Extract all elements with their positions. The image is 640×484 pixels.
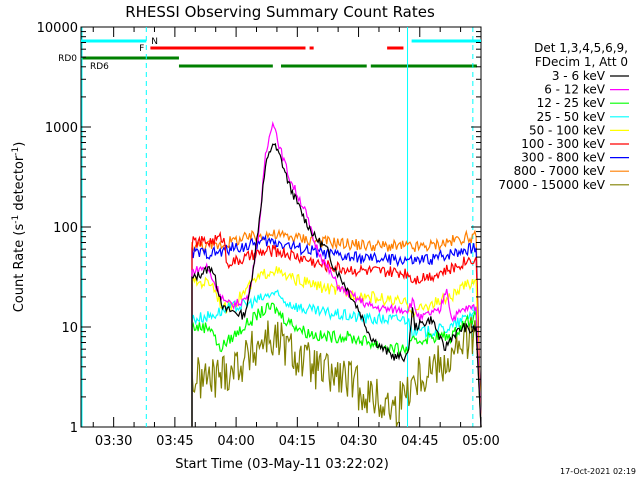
svg-text:Count Rate (s-1 detector-1): Count Rate (s-1 detector-1) <box>11 142 27 313</box>
y-axis-title: Count Rate (s-1 detector-1) <box>11 142 27 313</box>
plot-frame <box>80 26 482 428</box>
series-line-100-300-keV <box>191 230 482 428</box>
series-line-800-7000-keV <box>191 228 482 428</box>
y-axis-label-main: Count Rate (s <box>12 224 27 313</box>
legend-entry-label: 100 - 300 keV <box>521 137 605 151</box>
legend-entry-label: 7000 - 15000 keV <box>498 178 605 192</box>
y-axis-label-sup2: -1 <box>11 147 21 156</box>
y-tick-label: 100 <box>53 221 78 236</box>
flag-bars: NF RD0 RD6 <box>58 37 481 72</box>
y-tick-label: 1 <box>70 421 78 436</box>
x-tick-label: 04:45 <box>401 434 438 449</box>
y-axis-label-end: ) <box>12 142 27 147</box>
series-line-300-800-keV <box>191 234 482 428</box>
legend-entry-label: 12 - 25 keV <box>537 96 606 110</box>
flare-flag-label: F <box>139 44 144 54</box>
y-axis-label-sup1: -1 <box>11 215 21 224</box>
chart-title: RHESSI Observing Summary Count Rates <box>125 3 435 21</box>
timestamp: 17-Oct-2021 02:19 <box>560 467 636 476</box>
series-line-25-50-keV <box>191 289 482 428</box>
x-tick-label: 03:30 <box>95 434 132 449</box>
legend-entry-label: 300 - 800 keV <box>521 151 605 165</box>
series-line-3-6-keV <box>191 142 482 428</box>
legend-header-detectors: Det 1,3,4,5,6,9, <box>534 41 628 55</box>
series-line-12-25-keV <box>191 302 482 428</box>
night-flag-label: N <box>151 37 158 47</box>
x-tick-label: 03:45 <box>156 434 193 449</box>
y-tick-label: 10 <box>61 321 78 336</box>
x-tick-label: 04:15 <box>279 434 316 449</box>
legend-entry-label: 50 - 100 keV <box>529 123 606 137</box>
x-tick-label: 05:00 <box>462 434 499 449</box>
interval-markers <box>81 27 474 427</box>
legend: Det 1,3,4,5,6,9,FDecim 1, Att 03 - 6 keV… <box>498 41 629 192</box>
y-tick-label: 1000 <box>45 121 78 136</box>
legend-entry-label: 800 - 7000 keV <box>514 164 606 178</box>
y-axis-label-mid: detector <box>12 155 27 215</box>
x-axis-title: Start Time (03-May-11 03:22:02) <box>175 457 389 472</box>
series-line-7000-15000-keV <box>191 315 482 428</box>
rd6-flag-label: RD6 <box>90 62 109 72</box>
legend-entry-label: 3 - 6 keV <box>552 69 606 83</box>
series-line-6-12-keV <box>191 120 482 428</box>
x-tick-label: 04:00 <box>217 434 254 449</box>
x-tick-label: 04:30 <box>340 434 377 449</box>
rd0-flag-label: RD0 <box>58 54 77 64</box>
legend-header-decimation: FDecim 1, Att 0 <box>535 55 628 69</box>
data-series <box>191 120 482 428</box>
y-tick-label: 10000 <box>37 21 78 36</box>
legend-entry-label: 6 - 12 keV <box>544 83 606 97</box>
legend-entry-label: 25 - 50 keV <box>537 110 606 124</box>
axis-ticks: 1 10 100 1000 10000 03:30 03:45 04:00 04:15 04:30… <box>37 21 500 449</box>
